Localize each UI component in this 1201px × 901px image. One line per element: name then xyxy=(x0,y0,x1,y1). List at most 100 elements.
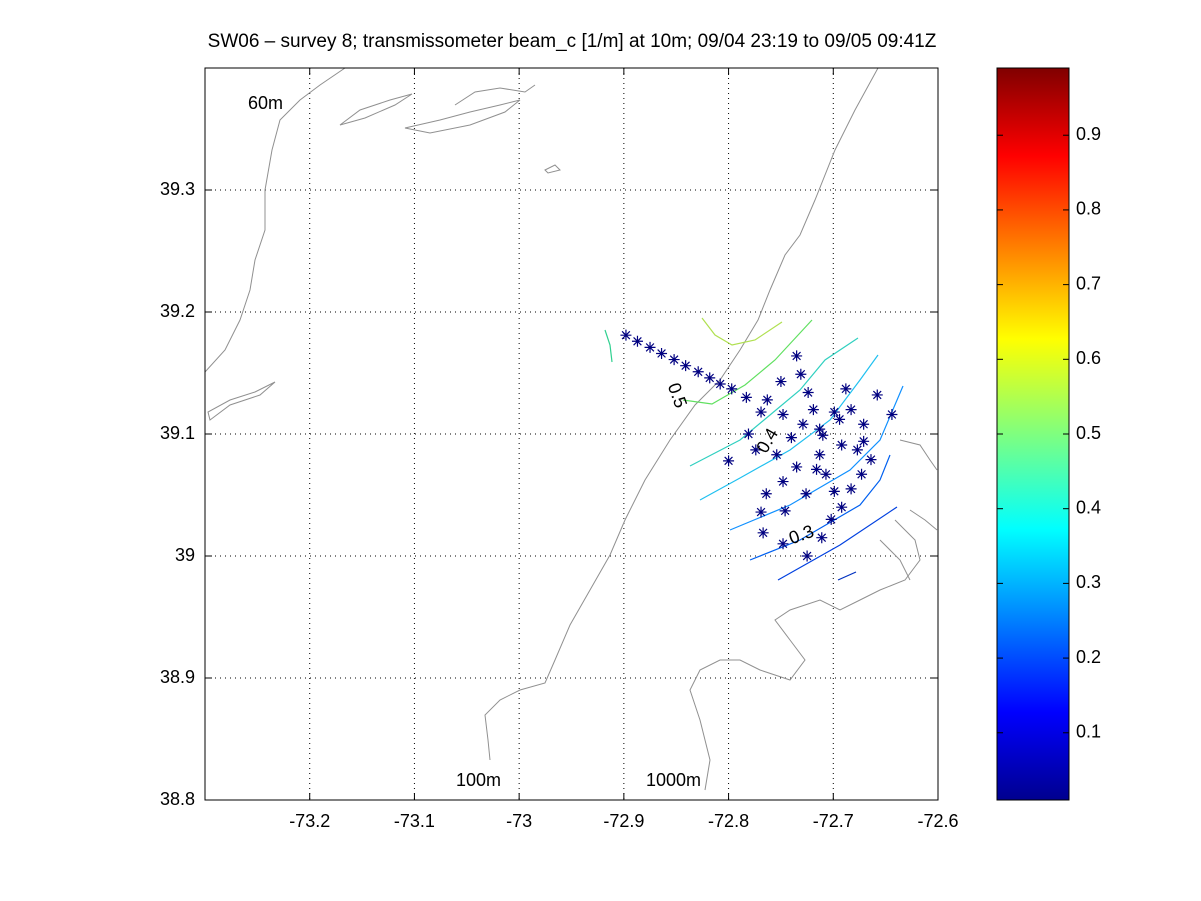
data-point xyxy=(817,429,829,441)
data-point xyxy=(777,476,789,488)
data-point xyxy=(757,527,769,539)
x-tick-label: -73 xyxy=(506,811,532,831)
isobath xyxy=(454,84,536,106)
data-point xyxy=(814,423,826,435)
data-point xyxy=(807,404,819,416)
data-point xyxy=(845,404,857,416)
data-point xyxy=(828,406,840,418)
plot-area xyxy=(205,68,938,800)
data-point xyxy=(865,454,877,466)
data-point xyxy=(714,378,726,390)
data-point xyxy=(692,366,704,378)
data-point xyxy=(755,506,767,518)
data-point xyxy=(644,341,656,353)
data-point xyxy=(836,501,848,513)
data-point xyxy=(750,444,762,456)
data-point xyxy=(836,439,848,451)
colorbar-tick-label: 0.5 xyxy=(1076,423,1101,443)
colorbar-tick-label: 0.1 xyxy=(1076,722,1101,742)
data-point xyxy=(816,532,828,544)
contour-line xyxy=(777,506,898,581)
x-tick-label: -72.6 xyxy=(917,811,958,831)
data-point xyxy=(785,432,797,444)
isobath xyxy=(205,68,346,373)
colorbar xyxy=(996,67,1070,801)
y-tick-label: 38.8 xyxy=(160,789,195,809)
data-point xyxy=(856,468,868,480)
colorbar-tick-label: 0.4 xyxy=(1076,497,1101,517)
data-point xyxy=(726,383,738,395)
data-point xyxy=(777,538,789,550)
data-point xyxy=(771,449,783,461)
data-point xyxy=(740,391,752,403)
data-point xyxy=(797,418,809,430)
isobath xyxy=(544,164,561,174)
data-point xyxy=(871,389,883,401)
data-point xyxy=(851,444,863,456)
data-point xyxy=(755,406,767,418)
contour-line xyxy=(837,571,857,581)
isobath xyxy=(879,509,938,581)
data-point xyxy=(775,376,787,388)
isobath xyxy=(484,68,879,761)
isobath xyxy=(689,439,938,791)
y-tick-label: 39.1 xyxy=(160,423,195,443)
colorbar-tick-label: 0.9 xyxy=(1076,124,1101,144)
data-point xyxy=(742,428,754,440)
chart-title: SW06 – survey 8; transmissometer beam_c … xyxy=(208,31,937,52)
data-point xyxy=(801,550,813,562)
annotation: 60m xyxy=(248,93,283,113)
data-point xyxy=(631,335,643,347)
data-point xyxy=(825,513,837,525)
isobath xyxy=(404,99,521,134)
x-tick-label: -72.7 xyxy=(813,811,854,831)
x-tick-label: -72.8 xyxy=(708,811,749,831)
data-point xyxy=(680,360,692,372)
data-point xyxy=(840,383,852,395)
isobath xyxy=(207,381,276,421)
contour-line xyxy=(699,354,879,501)
data-point xyxy=(704,372,716,384)
data-point xyxy=(858,435,870,447)
data-point xyxy=(886,408,898,420)
colorbar-tick-label: 0.8 xyxy=(1076,199,1101,219)
data-point xyxy=(777,408,789,420)
data-point xyxy=(802,387,814,399)
data-point xyxy=(779,505,791,517)
data-point xyxy=(795,368,807,380)
contour-line xyxy=(604,329,613,363)
data-point xyxy=(845,483,857,495)
x-tick-label: -73.2 xyxy=(289,811,330,831)
data-point xyxy=(761,394,773,406)
contour-line xyxy=(689,337,859,467)
data-point xyxy=(834,413,846,425)
data-point xyxy=(668,354,680,366)
colorbar-tick-label: 0.6 xyxy=(1076,348,1101,368)
annotation: 100m xyxy=(456,770,501,790)
colorbar-tick-label: 0.7 xyxy=(1076,273,1101,293)
data-point xyxy=(800,488,812,500)
coastlines xyxy=(205,68,938,791)
y-tick-label: 38.9 xyxy=(160,667,195,687)
data-point xyxy=(791,461,803,473)
y-tick-label: 39.2 xyxy=(160,301,195,321)
data-point xyxy=(791,350,803,362)
y-tick-label: 39 xyxy=(175,545,195,565)
contour-line xyxy=(701,317,783,346)
data-point xyxy=(820,468,832,480)
data-point xyxy=(811,463,823,475)
isobath xyxy=(339,93,413,126)
contours xyxy=(604,317,904,581)
annotation: 1000m xyxy=(646,770,701,790)
data-point xyxy=(828,485,840,497)
data-point xyxy=(760,488,772,500)
x-tick-label: -73.1 xyxy=(394,811,435,831)
data-point xyxy=(620,329,632,341)
contour-line xyxy=(729,385,904,531)
colorbar-tick-label: 0.3 xyxy=(1076,572,1101,592)
data-point xyxy=(723,455,735,467)
data-point xyxy=(814,449,826,461)
y-tick-label: 39.3 xyxy=(160,179,195,199)
data-point xyxy=(656,347,668,359)
